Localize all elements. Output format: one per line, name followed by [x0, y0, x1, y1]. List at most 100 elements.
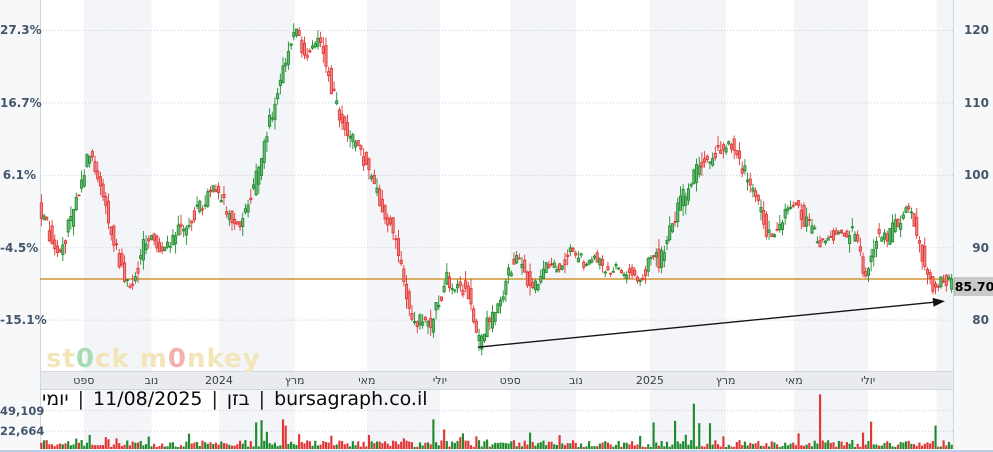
volume-axis-tick: 22,664	[0, 424, 45, 439]
volume-bar	[518, 442, 521, 449]
volume-bar	[230, 445, 234, 449]
candle-body	[399, 259, 403, 265]
volume-bar	[883, 443, 886, 449]
candle-body	[214, 189, 218, 192]
candle-body	[598, 258, 602, 266]
candle-body	[705, 155, 709, 160]
candle-body	[343, 116, 347, 130]
volume-bar	[687, 444, 690, 449]
volume-bar	[499, 442, 502, 449]
volume-bar	[335, 444, 338, 449]
candle-body	[858, 246, 862, 252]
candle-body	[627, 268, 631, 273]
candle-body	[171, 234, 175, 246]
candle-body	[490, 311, 494, 329]
candle-body	[437, 304, 441, 308]
candle-body	[619, 269, 623, 274]
candle-body	[147, 238, 151, 242]
volume-bar	[759, 445, 763, 449]
candle-body	[396, 238, 401, 256]
candle-body	[429, 317, 433, 329]
candle-body	[649, 257, 653, 259]
candle-body	[609, 272, 613, 275]
candle-body	[273, 103, 277, 120]
volume-bar	[488, 446, 491, 449]
volume-bar	[870, 421, 873, 449]
candle-body	[579, 253, 583, 256]
volume-bar	[875, 444, 878, 449]
volume-bar	[400, 441, 403, 449]
candle-body	[531, 282, 535, 289]
candle-body	[686, 188, 691, 201]
volume-bar	[612, 446, 615, 449]
candle-body	[563, 259, 567, 266]
volume-bar	[606, 442, 610, 449]
volume-bar	[851, 440, 854, 449]
volume-bar	[872, 444, 875, 449]
volume-bar	[126, 440, 129, 449]
candle-body	[391, 217, 395, 234]
candle-body	[286, 51, 290, 65]
x-axis-tick: נוב	[569, 374, 583, 387]
volume-bar	[222, 443, 226, 449]
candle-body	[200, 208, 204, 211]
candle-body	[826, 237, 830, 241]
candle-body	[850, 226, 854, 229]
volume-bar	[284, 425, 287, 449]
volume-bar	[520, 446, 524, 449]
volume-bar	[582, 447, 585, 449]
volume-bar	[668, 446, 671, 449]
candle-body	[748, 178, 752, 186]
volume-bar	[585, 446, 588, 449]
candle-body	[63, 240, 68, 245]
volume-bar	[794, 445, 797, 449]
candle-body	[756, 194, 760, 201]
candle-body	[888, 228, 892, 245]
candle-body	[751, 187, 755, 192]
candle-body	[670, 223, 674, 233]
volume-bar	[145, 444, 148, 449]
volume-bar	[733, 446, 736, 449]
candle-body	[823, 240, 827, 244]
volume-bar	[703, 446, 706, 449]
candle-body	[292, 32, 296, 38]
volume-bar	[534, 445, 537, 449]
volume-bar	[394, 441, 397, 449]
candle-body	[211, 185, 215, 192]
candle-body	[950, 278, 954, 290]
candle-body	[96, 170, 100, 180]
candle-body	[576, 257, 580, 263]
volume-bar	[810, 446, 814, 449]
candle-body	[367, 158, 371, 171]
candle-body	[780, 222, 785, 231]
volume-bar	[714, 440, 717, 449]
volume-bar	[198, 446, 201, 449]
candle-body	[176, 224, 180, 236]
candle-body	[767, 229, 771, 233]
volume-bar	[437, 445, 440, 449]
candle-body	[555, 269, 559, 273]
volume-bar	[824, 442, 827, 449]
candle-body	[88, 155, 92, 164]
volume-bar	[633, 445, 636, 449]
candle-body	[324, 45, 328, 67]
candle-body	[692, 169, 696, 185]
volume-bar	[837, 441, 840, 449]
candle-body	[163, 247, 167, 252]
x-axis-tick: יולי	[432, 374, 447, 387]
volume-bar	[252, 446, 255, 449]
candle-body	[885, 233, 889, 242]
candle-body	[388, 217, 392, 225]
volume-bar	[604, 441, 607, 449]
candle-body	[225, 211, 229, 215]
month-stripe	[936, 390, 953, 449]
candle-body	[313, 43, 317, 48]
volume-bar	[698, 423, 701, 449]
candle-body	[775, 228, 779, 231]
volume-bar	[695, 446, 698, 449]
volume-bar	[655, 442, 658, 449]
candle-body	[829, 236, 833, 238]
candle-body	[249, 197, 253, 201]
